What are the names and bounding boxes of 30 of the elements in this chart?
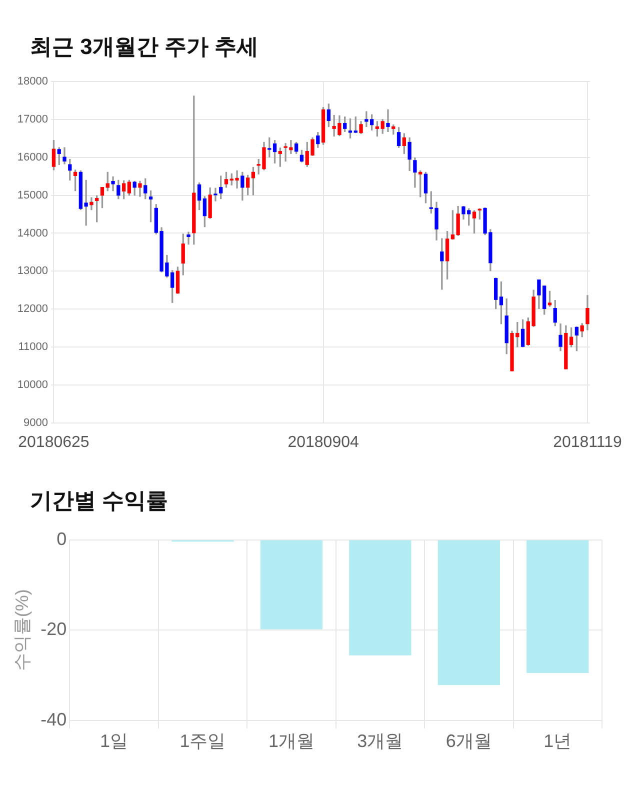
chart-title: 기간별 수익률 <box>29 487 170 515</box>
x-tick-label: 3개월 <box>357 731 404 752</box>
y-tick-label: 10000 <box>17 378 48 391</box>
x-tick-label: 1년 <box>544 731 572 752</box>
chart-title: 최근 3개월간 주가 추세 <box>29 33 260 61</box>
y-tick-label: 14000 <box>17 227 48 240</box>
y-tick-label: 0 <box>56 528 67 549</box>
x-tick-label: 6개월 <box>446 731 492 752</box>
candlestick <box>186 232 190 245</box>
y-tick-label: 17000 <box>17 114 48 126</box>
y-axis-title: 수익률(%) <box>12 589 32 672</box>
y-tick-label: 15000 <box>17 189 48 202</box>
x-tick-label: 20181119 <box>553 434 622 451</box>
x-tick-label: 1주일 <box>180 731 226 752</box>
y-tick-label: 12000 <box>17 303 48 316</box>
candlestick <box>214 188 218 202</box>
y-tick-label: -40 <box>40 709 67 730</box>
candlestick <box>386 109 390 132</box>
y-tick-label: 13000 <box>17 265 48 278</box>
y-tick-label: 16000 <box>17 151 48 164</box>
y-tick-label: -20 <box>40 619 67 640</box>
y-tick-label: 11000 <box>18 341 48 354</box>
y-tick-label: 9000 <box>24 416 48 429</box>
x-tick-label: 1일 <box>100 731 128 752</box>
y-tick-label: 18000 <box>17 76 48 88</box>
x-tick-label: 20180904 <box>288 434 359 451</box>
x-tick-label: 20180625 <box>18 434 90 451</box>
candlestick <box>111 176 115 192</box>
candlestick <box>138 180 142 197</box>
x-tick-label: 1개월 <box>268 731 314 752</box>
